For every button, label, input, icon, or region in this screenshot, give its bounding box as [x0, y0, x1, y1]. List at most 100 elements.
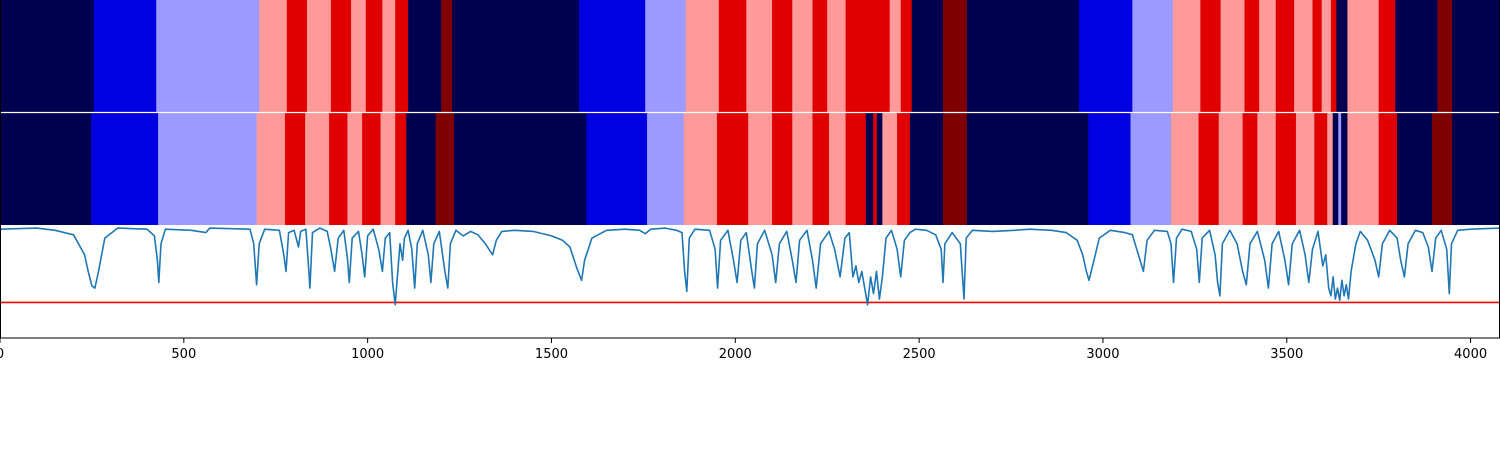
strip-0-segment-35 [1244, 0, 1260, 113]
strip-1-segment-7 [347, 112, 363, 225]
strip-0-segment-1 [93, 0, 157, 113]
x-tick-label-3000: 3000 [1086, 347, 1119, 362]
x-tick-label-500: 500 [171, 347, 196, 362]
strip-1-segment-12 [435, 112, 455, 225]
strip-0-segment-45 [1395, 0, 1438, 113]
strip-0-segment-0 [0, 0, 95, 113]
strip-1-segment-1 [91, 112, 159, 225]
line-panel-background [0, 225, 1500, 338]
strip-0-segment-40 [1321, 0, 1332, 113]
strip-1-segment-45 [1341, 112, 1348, 225]
strip-1-segment-35 [1198, 112, 1220, 225]
strip-1-segment-20 [792, 112, 813, 225]
strip-1-segment-16 [683, 112, 718, 225]
strip-0-segment-12 [441, 0, 453, 113]
strip-1-segment-37 [1242, 112, 1258, 225]
strip-0-segment-27 [911, 0, 944, 113]
strip-1-segment-9 [380, 112, 396, 225]
strip-1-segment-38 [1257, 112, 1277, 225]
strip-1-segment-2 [158, 112, 258, 225]
strip-1-segment-8 [362, 112, 381, 225]
strip-1-segment-41 [1314, 112, 1328, 225]
strip-0-segment-32 [1172, 0, 1201, 113]
strip-0-segment-2 [156, 0, 260, 113]
strip-1-segment-42 [1327, 112, 1334, 225]
strip-0-segment-3 [259, 0, 288, 113]
strip-0-segment-23 [845, 0, 863, 113]
strip-1-segment-5 [305, 112, 330, 225]
strip-0-segment-41 [1330, 0, 1337, 113]
strip-0-segment-4 [286, 0, 308, 113]
series-line [0, 227, 1500, 306]
strip-0-segment-42 [1336, 0, 1348, 113]
strip-0-segment-20 [792, 0, 813, 113]
strip-1-segment-50 [1452, 112, 1500, 225]
strip-0-segment-38 [1294, 0, 1313, 113]
strip-0-segment-31 [1132, 0, 1174, 113]
segmentation-strip-top [0, 0, 1500, 113]
strip-1-segment-49 [1431, 112, 1453, 225]
strip-0-segment-26 [900, 0, 913, 113]
strip-0-segment-9 [382, 0, 396, 113]
strip-1-segment-28 [897, 112, 911, 225]
strip-0-segment-29 [966, 0, 1080, 113]
strip-1-segment-33 [1130, 112, 1172, 225]
x-tick-label-1500: 1500 [535, 347, 568, 362]
strip-1-segment-4 [284, 112, 306, 225]
line-panel [0, 225, 1500, 338]
strip-1-segment-10 [395, 112, 407, 225]
strip-1-segment-27 [882, 112, 898, 225]
x-tick-label-2500: 2500 [903, 347, 936, 362]
strip-1-segment-44 [1338, 112, 1342, 225]
x-tick-label-4000: 4000 [1454, 347, 1487, 362]
strip-0-segment-15 [645, 0, 687, 113]
strip-0-segment-19 [772, 0, 793, 113]
strip-1-segment-46 [1347, 112, 1380, 225]
strip-1-segment-26 [876, 112, 883, 225]
strip-1-segment-31 [966, 112, 1089, 225]
strip-1-segment-19 [772, 112, 793, 225]
x-tick-label-0: 0 [0, 347, 4, 362]
strip-1-segment-39 [1275, 112, 1297, 225]
strip-0-segment-14 [579, 0, 646, 113]
strip-1-segment-6 [329, 112, 348, 225]
strip-0-segment-5 [306, 0, 332, 113]
strip-0-segment-18 [746, 0, 773, 113]
x-axis-ticks: 0 500 1000 1500 2000 2500 3000 3500 4000 [0, 338, 1487, 362]
strip-0-segment-16 [685, 0, 720, 113]
strip-1-segment-11 [406, 112, 437, 225]
strip-0-segment-22 [827, 0, 846, 113]
strip-0-segment-36 [1259, 0, 1277, 113]
strip-1-segment-30 [943, 112, 968, 225]
strip-0-segment-24 [862, 0, 891, 113]
strip-0-segment-46 [1437, 0, 1453, 113]
strip-1-segment-25 [873, 112, 878, 225]
strip-1-segment-34 [1170, 112, 1199, 225]
strip-0-segment-10 [395, 0, 409, 113]
strip-0-segment-11 [408, 0, 442, 113]
x-tick-label-3500: 3500 [1270, 347, 1303, 362]
strip-1-segment-47 [1378, 112, 1398, 225]
strip-0-segment-21 [812, 0, 828, 113]
segmentation-strip-bottom [0, 112, 1500, 225]
strip-1-segment-21 [812, 112, 830, 225]
strip-1-segment-36 [1218, 112, 1244, 225]
strip-0-segment-33 [1200, 0, 1221, 113]
strip-1-segment-13 [454, 112, 587, 225]
strip-1-segment-40 [1295, 112, 1315, 225]
x-tick-label-1000: 1000 [351, 347, 384, 362]
strip-0-segment-8 [365, 0, 383, 113]
strip-1-segment-14 [586, 112, 648, 225]
strip-1-segment-3 [256, 112, 286, 225]
strip-0-segment-28 [943, 0, 968, 113]
strip-1-segment-29 [909, 112, 944, 225]
strip-0-segment-7 [351, 0, 367, 113]
strip-1-segment-15 [647, 112, 685, 225]
strip-1-segment-23 [845, 112, 867, 225]
strip-0-segment-30 [1079, 0, 1133, 113]
strip-0-segment-13 [452, 0, 580, 113]
strip-0-segment-37 [1275, 0, 1295, 113]
strip-1-segment-43 [1332, 112, 1339, 225]
strip-1-segment-32 [1088, 112, 1131, 225]
